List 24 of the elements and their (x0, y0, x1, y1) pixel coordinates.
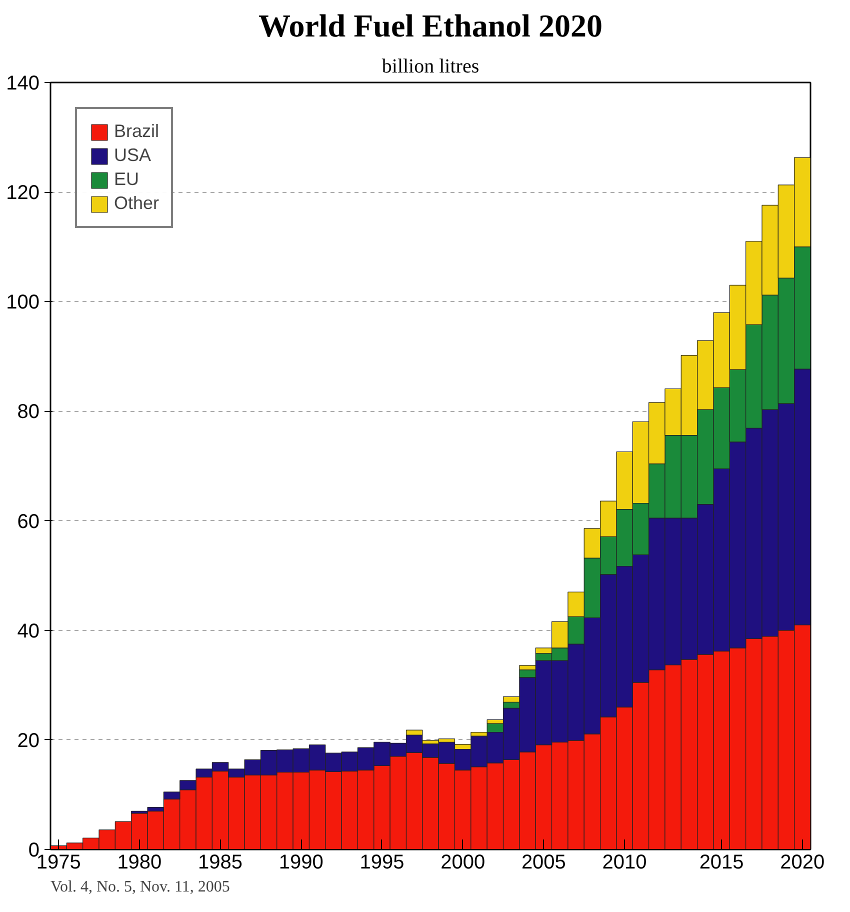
y-tick-label: 80 (17, 401, 40, 424)
y-tick-label: 0 (28, 840, 40, 862)
y-tick-label: 20 (17, 730, 40, 752)
y-tick-label: 100 (6, 292, 40, 314)
y-tick-label: 40 (17, 620, 40, 642)
y-tick-label: 140 (6, 72, 40, 94)
chart-title: World Fuel Ethanol 2020 (258, 8, 603, 44)
x-tick-label: 2020 (780, 852, 825, 874)
legend-label: Other (114, 193, 160, 214)
legend-label: EU (114, 169, 140, 190)
text: Vol. 4, No. 5, Nov. 11, 2005 (50, 878, 230, 896)
y-tick-label: 120 (6, 182, 40, 204)
x-tick-label: 1995 (360, 852, 404, 874)
x-tick-label: 2015 (699, 852, 744, 874)
x-tick-label: 2000 (440, 852, 486, 874)
legend-label: Brazil (114, 121, 160, 142)
x-tick-label: 1980 (117, 852, 162, 874)
y-tick-label: 60 (17, 510, 40, 533)
x-tick-label: 1985 (198, 852, 243, 874)
chart-subtitle: billion litres (382, 56, 480, 78)
legend-label: USA (114, 145, 152, 166)
x-tick-label: 2005 (521, 852, 566, 874)
x-tick-label: 2010 (602, 852, 647, 874)
x-tick-label: 1990 (278, 852, 324, 874)
